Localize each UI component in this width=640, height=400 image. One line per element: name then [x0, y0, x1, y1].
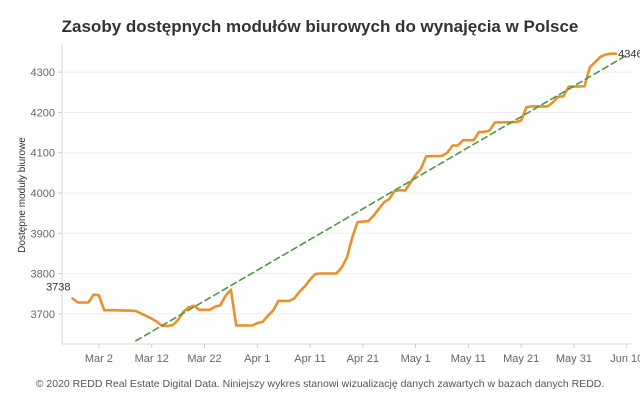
x-tick-label: Jun 10 [610, 353, 640, 365]
trend-line [135, 54, 628, 342]
y-tick-label: 3700 [31, 309, 55, 321]
x-tick-label: May 1 [401, 353, 431, 365]
y-tick-label: 4300 [31, 67, 55, 79]
footer-copyright: © 2020 REDD Real Estate Digital Data. Ni… [36, 378, 605, 390]
y-tick-label: 3800 [31, 269, 55, 281]
x-tick-label: Mar 2 [85, 353, 113, 365]
x-axis: Mar 2 Mar 12 Mar 22 Apr 1 Apr 11 Apr 21 May 1 M… [62, 343, 640, 365]
series [71, 52, 628, 342]
data-series-line [71, 52, 618, 328]
y-tick-label: 4000 [31, 188, 55, 200]
y-tick-label: 3900 [31, 228, 55, 240]
y-axis: 3700 3800 3900 4000 4100 4200 4300 [31, 44, 63, 344]
x-tick-label: Mar 12 [135, 353, 169, 365]
chart-title: Zasoby dostępnych modułów biurowych do w… [62, 17, 579, 36]
data-label: 4346 [618, 49, 640, 61]
x-tick-label: Apr 11 [294, 353, 326, 365]
x-tick-label: May 21 [503, 353, 539, 365]
x-tick-label: May 31 [556, 353, 592, 365]
y-tick-label: 4200 [31, 107, 55, 119]
x-tick-label: May 11 [451, 353, 486, 365]
grid [62, 71, 632, 315]
x-tick-label: Apr 21 [347, 353, 379, 365]
x-tick-label: Apr 1 [244, 353, 270, 365]
x-tick-label: Mar 22 [187, 353, 221, 365]
data-label: 3738 [46, 281, 70, 293]
y-axis-label: Dostępne moduły biurowe [17, 137, 28, 253]
y-tick-label: 4100 [31, 148, 55, 160]
annotations: 3738 4346 [46, 49, 640, 294]
